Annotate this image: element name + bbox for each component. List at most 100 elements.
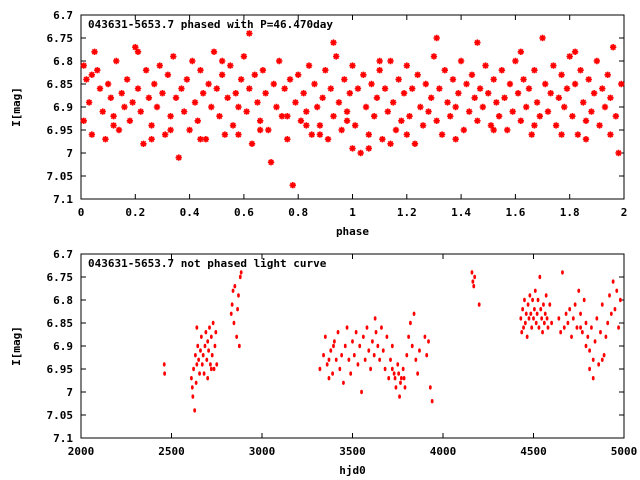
unphased-data-point — [199, 334, 203, 339]
phased-plot-frame — [80, 14, 625, 200]
unphased-data-point — [611, 279, 615, 284]
phased-data-point — [172, 94, 180, 101]
unphased-data-point — [360, 389, 363, 395]
phased-data-point — [607, 94, 614, 101]
phased-data-point — [490, 126, 497, 134]
unphased-data-point — [545, 316, 549, 321]
unphased-data-point — [334, 357, 338, 362]
unphased-data-point — [390, 366, 394, 372]
unphased-data-point — [369, 366, 372, 372]
unphased-data-point — [412, 311, 416, 316]
unphased-data-point — [471, 279, 475, 284]
unphased-data-point — [333, 339, 336, 344]
unphased-data-point — [532, 316, 535, 321]
phased-data-point — [379, 136, 386, 143]
phased-data-point — [555, 94, 563, 101]
unphased-data-point — [533, 307, 536, 312]
unphased-data-point — [210, 353, 214, 358]
phased-data-point — [506, 80, 514, 88]
phased-y-tick-label: 6.85 — [47, 78, 74, 91]
phased-data-point — [400, 90, 408, 97]
unphased-data-point — [358, 343, 362, 349]
phased-data-point — [406, 113, 413, 120]
unphased-data-point — [618, 297, 622, 303]
unphased-data-point — [325, 362, 329, 367]
unphased-data-point — [562, 325, 566, 330]
phased-data-point — [447, 113, 454, 120]
phased-data-point — [170, 53, 177, 60]
phased-data-point — [438, 131, 446, 138]
unphased-data-point — [195, 362, 199, 367]
phased-data-point — [430, 53, 438, 60]
unphased-data-point — [374, 330, 378, 335]
phased-data-point — [164, 71, 172, 78]
phased-data-point — [343, 108, 351, 115]
unphased-data-point — [380, 325, 383, 330]
unphased-data-point — [322, 353, 325, 358]
unphased-data-points — [162, 270, 622, 413]
unphased-data-point — [600, 302, 604, 307]
unphased-data-point — [470, 270, 474, 275]
unphased-data-point — [212, 366, 216, 372]
phased-data-point — [474, 117, 481, 124]
phased-data-point — [422, 80, 430, 88]
unphased-data-point — [387, 376, 391, 381]
phased-data-point — [327, 85, 334, 92]
phased-x-tick-label: 0.6 — [234, 206, 254, 219]
unphased-data-point — [546, 325, 550, 330]
unphased-data-point — [197, 357, 201, 362]
unphased-data-point — [430, 399, 434, 404]
phased-data-point — [246, 30, 253, 37]
unphased-data-point — [418, 348, 421, 353]
phased-data-point — [221, 131, 229, 138]
phased-data-point — [609, 44, 617, 51]
phased-data-point — [523, 103, 530, 111]
phased-data-point — [295, 71, 302, 78]
unphased-data-point — [399, 380, 402, 385]
phased-data-point — [94, 67, 101, 74]
unphased-data-point — [428, 385, 432, 390]
phased-data-point — [528, 131, 535, 138]
phased-data-point — [145, 94, 153, 101]
unphased-y-tick-label: 6.7 — [53, 248, 73, 261]
unphased-data-point — [191, 394, 195, 399]
unphased-data-point — [604, 334, 608, 339]
unphased-data-point — [538, 274, 542, 280]
unphased-y-tick-label: 6.75 — [47, 271, 74, 284]
unphased-data-point — [521, 307, 525, 312]
unphased-data-point — [602, 353, 606, 358]
phased-data-point — [148, 122, 155, 129]
phased-data-point — [153, 103, 161, 111]
phased-data-point — [531, 122, 538, 129]
phased-data-point — [134, 85, 142, 92]
phased-data-point — [387, 140, 394, 147]
phased-data-point — [167, 113, 174, 120]
phased-data-point — [539, 34, 546, 42]
phased-data-point — [419, 122, 427, 129]
unphased-data-point — [542, 320, 546, 326]
phased-data-point — [142, 67, 150, 74]
unphased-data-point — [522, 325, 525, 330]
phased-data-point — [612, 113, 620, 120]
unphased-x-tick-label: 5000 — [611, 445, 638, 458]
unphased-x-ticks: 2000 2500 3000 3500 4000 4500 5000 — [68, 254, 638, 458]
unphased-data-point — [537, 325, 541, 330]
phased-data-point — [495, 113, 503, 120]
phased-data-point — [479, 103, 487, 111]
phased-data-point — [512, 57, 519, 65]
phased-data-point — [471, 94, 478, 101]
phased-data-point — [411, 140, 419, 147]
unphased-y-axis-label: I[mag] — [10, 326, 23, 366]
unphased-data-point — [363, 357, 367, 362]
phased-data-point — [107, 94, 115, 101]
unphased-data-point — [213, 343, 217, 349]
phased-data-point — [362, 103, 370, 111]
phased-data-point — [229, 122, 237, 129]
unphased-data-point — [584, 320, 588, 326]
phased-data-point — [189, 57, 196, 65]
unphased-y-tick-label: 7.05 — [47, 409, 74, 422]
unphased-data-point — [542, 302, 545, 307]
phased-data-point — [588, 108, 595, 115]
phased-data-point — [365, 131, 372, 138]
